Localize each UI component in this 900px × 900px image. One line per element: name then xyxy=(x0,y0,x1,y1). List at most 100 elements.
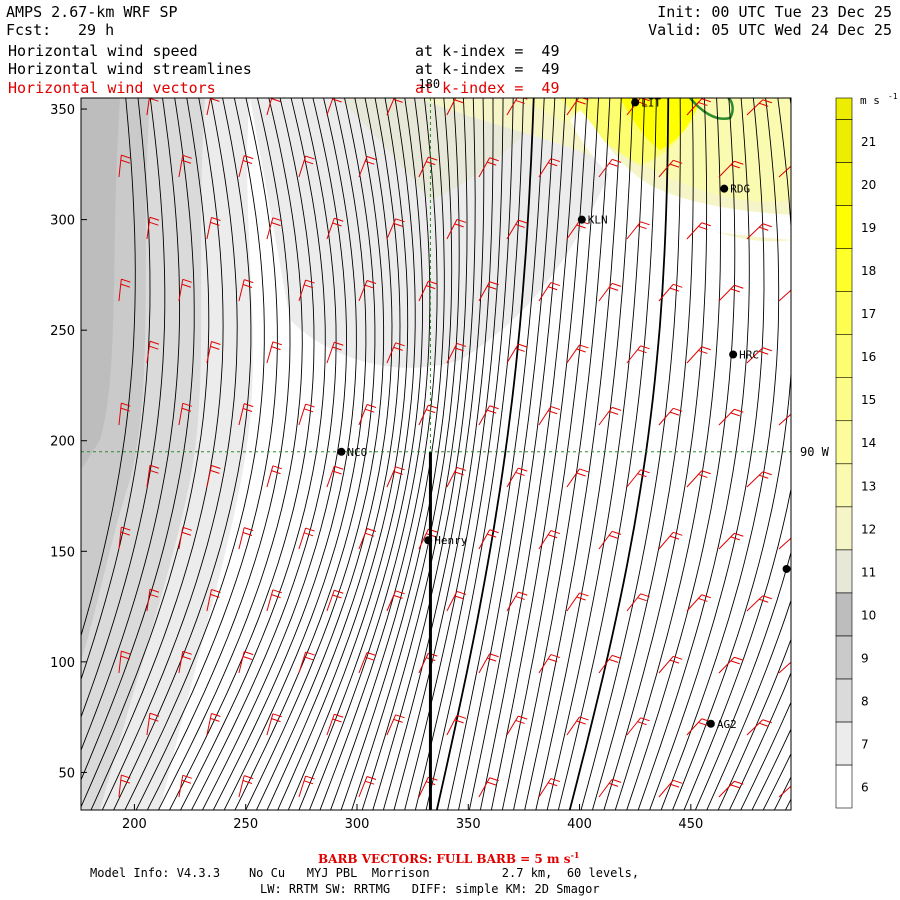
barb-staff xyxy=(146,341,151,364)
barb-flag xyxy=(734,532,744,537)
barb-legend-text: BARB VECTORS: FULL BARB = 5 m s xyxy=(318,852,571,866)
barb-flag xyxy=(576,100,586,105)
barb-staff xyxy=(478,653,491,674)
colorbar-swatch xyxy=(835,119,853,163)
wind-barb xyxy=(478,529,499,550)
barb-staff xyxy=(386,218,397,240)
barb-flag xyxy=(673,779,683,784)
barb-flag xyxy=(149,98,159,102)
barb-staff xyxy=(626,345,642,364)
colorbar-units: m s xyxy=(860,94,880,107)
wind-barb xyxy=(386,218,405,240)
barb-staff xyxy=(566,468,580,488)
colorbar-label: 17 xyxy=(861,307,876,321)
barb-flag xyxy=(181,531,192,536)
barb-flag xyxy=(271,718,281,723)
barb-staff xyxy=(118,155,122,178)
barb-flag xyxy=(272,465,283,470)
wind-barb xyxy=(266,341,283,364)
parallel-label: 90 W xyxy=(800,445,830,459)
wind-barb xyxy=(478,157,499,178)
barb-staff xyxy=(298,651,307,674)
wind-barb xyxy=(206,98,220,116)
streamline xyxy=(660,98,780,810)
wind-barb xyxy=(418,280,438,302)
wind-barb xyxy=(358,280,377,302)
barb-flag xyxy=(366,652,377,657)
barb-staff xyxy=(538,530,552,550)
barb-flag xyxy=(608,534,619,539)
barb-staff xyxy=(686,222,703,240)
wind-barb xyxy=(118,526,131,550)
barb-flag xyxy=(637,721,647,726)
barb-staff xyxy=(326,714,335,736)
y-tick-label: 350 xyxy=(50,103,75,118)
barb-staff xyxy=(778,785,791,798)
streamline xyxy=(414,98,514,810)
barb-flag xyxy=(548,162,558,167)
barb-flag xyxy=(242,408,253,412)
barb-staff xyxy=(478,281,491,302)
station-marker xyxy=(782,564,791,573)
barb-staff xyxy=(598,159,613,178)
wind-barb xyxy=(746,99,772,116)
barb-staff xyxy=(566,716,580,736)
forecast-label: Fcst: xyxy=(6,21,52,39)
barb-staff xyxy=(358,776,368,798)
barb-flag xyxy=(305,155,315,160)
barb-staff xyxy=(266,589,274,612)
barb-staff xyxy=(386,466,397,488)
wind-barb xyxy=(206,216,221,240)
barb-flag xyxy=(182,526,192,531)
wind-barb xyxy=(658,779,683,798)
barb-flag xyxy=(334,217,344,222)
streamline xyxy=(694,550,791,810)
barb-flag xyxy=(428,404,438,409)
barb-staff xyxy=(746,99,764,116)
wind-barb xyxy=(598,282,622,302)
colorbar-swatch xyxy=(835,721,853,766)
barb-staff xyxy=(386,590,397,612)
station-label: RDG xyxy=(730,183,750,196)
barb-flag xyxy=(365,408,375,413)
barb-staff xyxy=(298,279,307,302)
wind-barb xyxy=(266,589,283,612)
barb-flag xyxy=(334,94,343,97)
streamline xyxy=(435,98,535,810)
barb-flag xyxy=(487,285,497,290)
barb-flag xyxy=(120,779,130,784)
colorbar-label: 10 xyxy=(861,608,876,622)
barb-staff xyxy=(626,469,642,488)
wind-barb xyxy=(386,714,405,736)
streamline xyxy=(223,98,367,810)
barb-flag xyxy=(271,594,281,599)
wind-barb xyxy=(598,654,622,674)
barb-flag xyxy=(550,654,561,659)
colorbar-swatch xyxy=(835,506,853,551)
barb-staff xyxy=(446,467,458,488)
barb-flag xyxy=(608,410,619,415)
barb-flag xyxy=(149,216,160,221)
barb-flag xyxy=(120,655,130,660)
streamline xyxy=(340,98,453,810)
streamline xyxy=(113,98,252,810)
wind-barb xyxy=(178,650,192,674)
field-level-vectors: at k-index = 49 xyxy=(415,79,560,97)
barb-staff xyxy=(358,280,368,302)
barb-flag xyxy=(305,403,315,408)
plot-frame xyxy=(80,97,792,811)
barb-flag xyxy=(637,473,647,478)
barb-flag xyxy=(489,157,499,162)
barb-flag xyxy=(332,346,342,351)
barb-staff xyxy=(778,165,791,178)
barb-flag xyxy=(182,154,192,159)
barb-staff xyxy=(746,719,764,736)
barb-flag xyxy=(759,226,769,231)
wind-barb xyxy=(146,464,160,488)
barb-flag xyxy=(242,532,253,536)
barb-staff xyxy=(178,775,184,798)
wind-barb xyxy=(358,528,377,550)
barb-flag xyxy=(456,466,467,471)
barb-flag xyxy=(576,348,586,353)
barb-flag xyxy=(211,464,221,469)
